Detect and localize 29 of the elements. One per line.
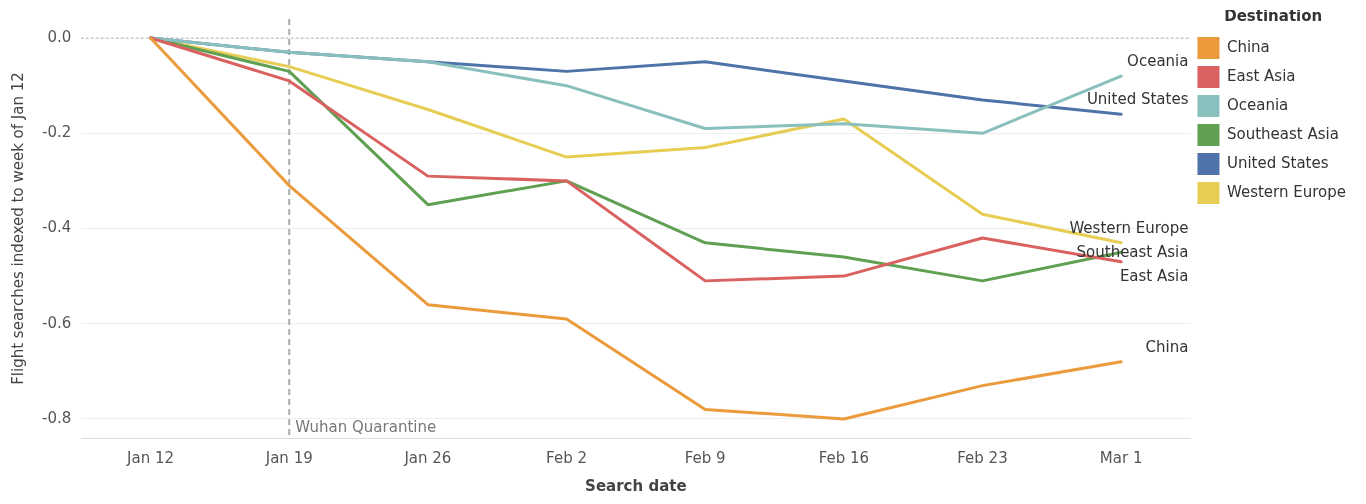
y-tick-label: 0.0 — [47, 27, 72, 46]
y-tick-label: -0.6 — [41, 313, 72, 332]
legend-title: Destination — [1224, 7, 1323, 26]
x-tick-label: Feb 16 — [818, 448, 870, 467]
legend-label: Western Europe — [1226, 182, 1347, 201]
y-tick-label: -0.2 — [41, 123, 72, 142]
legend-label: Southeast Asia — [1226, 124, 1339, 143]
x-tick-label: Feb 2 — [546, 448, 587, 467]
legend-label: United States — [1226, 153, 1329, 172]
legend-label: Oceania — [1226, 95, 1289, 114]
text: Oceania — [1127, 52, 1189, 71]
x-tick-label: Feb 9 — [684, 448, 726, 467]
text: China — [1145, 337, 1189, 356]
x-tick-label: Feb 23 — [957, 448, 1008, 467]
x-axis-title: Search date — [585, 476, 687, 495]
text: East Asia — [1119, 266, 1189, 285]
y-tick-label: -0.8 — [41, 408, 72, 427]
x-tick-label: Jan 12 — [126, 448, 175, 467]
legend-label: China — [1226, 37, 1270, 56]
y-tick-label: -0.4 — [41, 218, 72, 237]
legend-label: East Asia — [1226, 66, 1296, 85]
y-axis-title: Flight searches indexed to week of Jan 12 — [8, 72, 27, 385]
x-tick-label: Mar 1 — [1099, 448, 1143, 467]
text: United States — [1086, 90, 1189, 109]
ref-line-label: Wuhan Quarantine — [295, 418, 437, 437]
x-tick-label: Jan 19 — [264, 448, 313, 467]
text: Southeast Asia — [1076, 242, 1189, 261]
text: Western Europe — [1069, 218, 1189, 237]
x-tick-label: Jan 26 — [403, 448, 452, 467]
